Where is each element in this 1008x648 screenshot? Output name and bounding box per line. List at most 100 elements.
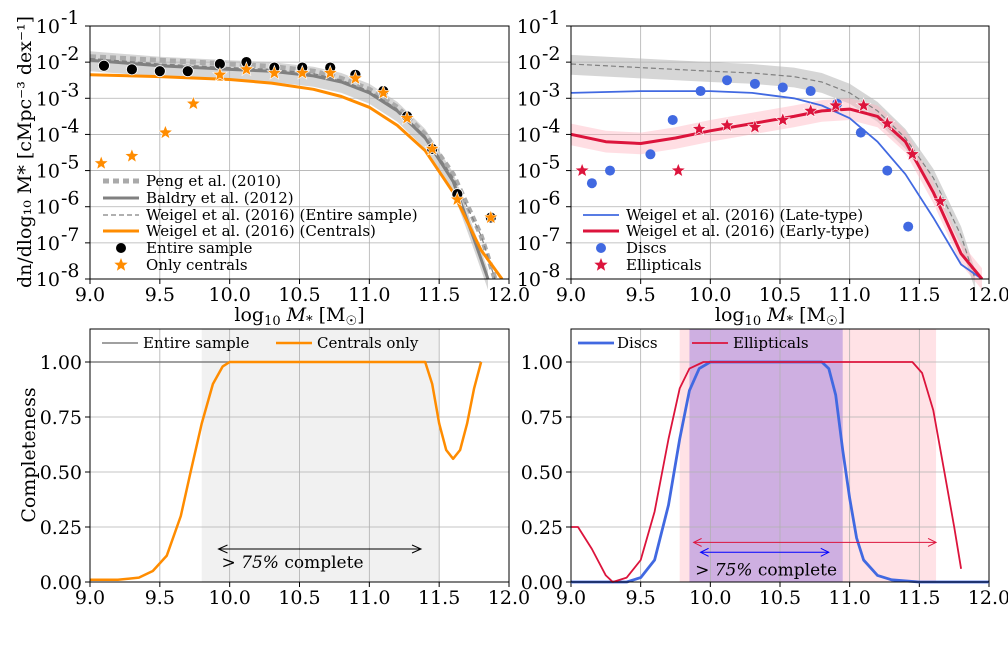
x-tick-label: 12.0: [968, 587, 1008, 609]
arrow-head-right: [411, 544, 423, 554]
disc-point: [645, 149, 656, 160]
centrals-star-point: [93, 154, 110, 171]
centrals-star-point: [157, 124, 174, 140]
axes-frame: [570, 328, 990, 583]
completeness-annotation: > 75% complete: [222, 553, 364, 573]
x-tick-label: 9.5: [626, 284, 656, 306]
legend-ellipticals-marker: [594, 258, 608, 271]
x-tick-label: 11.0: [348, 284, 390, 306]
y-tick-label: 10: [36, 161, 60, 183]
panel-bottom-left-completeness: 0.00 0.25 0.50 0.75 1.00 9.0 9.5 10.0 10.5 11.0 11…: [18, 328, 530, 609]
arrow-head-right: [927, 537, 938, 547]
centrals-star-point: [212, 66, 228, 82]
y-tick-label: 10: [36, 88, 60, 110]
y-tick-exponent: -4: [542, 115, 561, 137]
x-tick-label: 11.0: [829, 587, 871, 609]
y-tick-exponent: -6: [542, 188, 561, 210]
disc-point: [903, 221, 914, 232]
x-tick-label: 11.0: [829, 284, 871, 306]
legend-discs-label: Discs: [626, 239, 667, 257]
discs-shaded-range: [689, 329, 843, 582]
y-tick-label: 1.00: [40, 352, 82, 374]
legend-ellipticals-label: Ellipticals: [733, 334, 809, 352]
centrals-star-point: [266, 64, 283, 80]
entire-sample-point: [181, 65, 194, 78]
elliptical-star-point: [691, 120, 708, 136]
y-tick-label: 0.00: [40, 572, 82, 594]
legend-entire-sample-marker: [116, 243, 126, 253]
disc-point: [882, 165, 893, 176]
centrals-star-point: [347, 70, 364, 86]
elliptical-star-point: [802, 102, 819, 118]
elliptical-star-point: [879, 115, 896, 131]
x-tick-label: 9.0: [75, 587, 105, 609]
y-tick-label: 10: [517, 269, 541, 291]
x-tick-label: 9.0: [556, 284, 586, 306]
y-tick-label: 10: [517, 197, 541, 219]
x-axis-label: log10 M* [M☉]: [715, 304, 845, 329]
axes-frame: [89, 328, 510, 583]
y-tick-label: 0.50: [521, 462, 563, 484]
centrals-star-point: [322, 64, 339, 80]
elliptical-star-point: [932, 192, 949, 209]
x-tick-label: 11.5: [898, 284, 940, 306]
series-line: [571, 63, 976, 279]
legend-ellipticals-label: Ellipticals: [626, 256, 702, 274]
x-tick-label: 9.5: [145, 284, 175, 306]
y-tick-label: 10: [517, 88, 541, 110]
centrals-star-point: [399, 109, 415, 125]
arrow-head-left: [692, 537, 702, 547]
elliptical-star-point: [855, 97, 872, 113]
disc-point: [605, 165, 616, 176]
y-axis-label: Completeness: [18, 387, 40, 522]
baldry-uncertainty-band: [90, 51, 488, 290]
y-tick-label: 10: [36, 197, 60, 219]
elliptical-star-point: [670, 162, 687, 178]
arrow-head-left: [699, 547, 709, 557]
elliptical-star-point: [747, 118, 763, 134]
y-tick-label: 10: [517, 161, 541, 183]
x-tick-label: 10.0: [209, 284, 251, 306]
ellipticals-shaded-range: [679, 329, 937, 582]
y-axis-label: dn/dlog₁₀ M* [cMpc⁻³ dex⁻¹]: [14, 16, 36, 288]
x-tick-label: 9.5: [626, 587, 656, 609]
y-tick-exponent: -1: [542, 7, 561, 29]
x-tick-label: 10.0: [689, 587, 731, 609]
y-tick-label: 1.00: [521, 352, 563, 374]
legend-peng-label: Peng et al. (2010): [146, 172, 281, 190]
y-tick-label: 0.25: [40, 517, 82, 539]
panel-top-right-mass-function: 10-810-710-610-510-410-310-210 -19.0 9.5 10…: [517, 7, 1008, 329]
y-tick-label: 10: [517, 233, 541, 255]
centrals-star-point: [294, 64, 311, 80]
x-tick-label: 10.5: [278, 587, 320, 609]
y-tick-label: 0.50: [40, 462, 82, 484]
y-tick-label: 10: [36, 233, 60, 255]
completeness-line: [571, 361, 962, 583]
x-tick-label: 12.0: [488, 284, 530, 306]
disc-point: [749, 78, 760, 89]
x-tick-label: 12.0: [488, 587, 530, 609]
disc-point: [722, 75, 733, 86]
arrow-head-right: [820, 547, 830, 557]
axes-frame: [89, 25, 510, 280]
centrals-star-point: [424, 140, 441, 156]
completeness-line: [571, 360, 989, 584]
y-tick-label: 0.75: [40, 407, 82, 429]
series-line: [90, 54, 498, 279]
y-tick-label: 0.25: [521, 517, 563, 539]
y-tick-exponent: -6: [61, 188, 80, 210]
y-tick-label: 10: [36, 52, 60, 74]
x-tick-label: 11.5: [898, 587, 940, 609]
x-tick-label: 10.5: [759, 284, 801, 306]
legend-late-type-label: Weigel et al. (2016) (Late-type): [626, 206, 863, 224]
disc-point: [855, 127, 866, 138]
y-tick-label: 0.00: [521, 572, 563, 594]
x-tick-label: 9.5: [145, 587, 175, 609]
centrals-star-point: [482, 209, 499, 225]
entire-sample-point: [125, 63, 138, 76]
legend-weigel-entire-label: Weigel et al. (2016) (Entire sample): [146, 206, 418, 224]
y-tick-exponent: -5: [61, 152, 80, 174]
y-tick-exponent: -8: [542, 260, 561, 282]
x-tick-label: 9.0: [75, 284, 105, 306]
